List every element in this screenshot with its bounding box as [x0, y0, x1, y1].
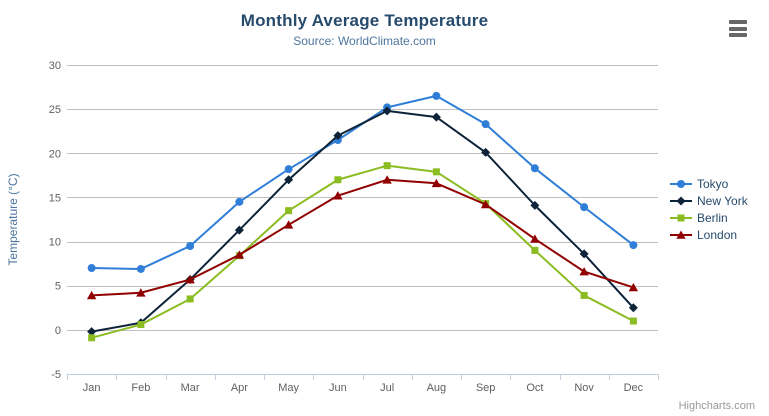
series-point-new-york[interactable] — [234, 225, 244, 235]
x-axis-label: Oct — [526, 382, 543, 394]
series-point-new-york[interactable] — [628, 303, 638, 313]
series-point-new-york[interactable] — [333, 131, 343, 141]
series-point-new-york[interactable] — [382, 106, 392, 116]
series-point-london[interactable] — [136, 288, 146, 297]
series-point-london[interactable] — [530, 234, 540, 243]
series-point-london[interactable] — [431, 178, 442, 188]
series-point-london[interactable] — [185, 275, 195, 284]
y-axis-title: Temperature (°C) — [6, 173, 20, 265]
x-axis-label: Apr — [231, 382, 248, 394]
y-axis-label: 25 — [49, 104, 61, 116]
y-axis-label: 15 — [49, 192, 61, 204]
series-point-tokyo[interactable] — [284, 165, 293, 174]
series-point-new-york[interactable] — [579, 249, 589, 259]
tokyo-legend-marker-icon — [670, 180, 692, 188]
london-legend-marker-icon[interactable] — [676, 230, 686, 239]
series-point-tokyo[interactable] — [186, 241, 195, 250]
new-york-legend-marker-icon[interactable] — [676, 196, 686, 206]
series-point-tokyo[interactable] — [432, 91, 441, 100]
series-london — [86, 175, 639, 300]
legend-label: Tokyo — [697, 177, 729, 191]
x-axis-label: Nov — [574, 382, 594, 394]
x-axis-label: May — [278, 382, 299, 394]
series-point-london[interactable] — [333, 191, 343, 200]
series-point-berlin[interactable] — [629, 317, 637, 325]
series-point-berlin[interactable] — [186, 295, 194, 303]
export-menu-button[interactable] — [729, 20, 749, 37]
series-tokyo — [87, 91, 638, 273]
y-axis-label: 10 — [49, 237, 61, 249]
series-point-london[interactable] — [234, 250, 245, 259]
series-line-berlin — [90, 164, 635, 339]
series-point-tokyo[interactable] — [87, 264, 96, 273]
legend-item-london[interactable]: London — [670, 227, 748, 243]
legend-item-new-york[interactable]: New York — [670, 193, 748, 209]
series-point-london[interactable] — [579, 267, 589, 276]
series-point-tokyo[interactable] — [580, 203, 589, 212]
chart-title: Monthly Average Temperature — [240, 11, 489, 30]
x-axis-label: Jul — [380, 382, 394, 394]
series-point-tokyo[interactable] — [235, 197, 244, 206]
credits-link[interactable]: Highcharts.com — [678, 400, 755, 412]
series-point-new-york[interactable] — [530, 200, 540, 210]
series-line-new-york — [90, 109, 635, 333]
series-point-new-york[interactable] — [481, 147, 491, 157]
legend-item-berlin[interactable]: Berlin — [670, 210, 748, 226]
legend-item-tokyo[interactable]: Tokyo — [670, 176, 748, 192]
y-axis-label: 20 — [49, 148, 61, 160]
x-axis-label: Jan — [83, 382, 101, 394]
legend-label: Berlin — [697, 211, 728, 225]
x-axis-label: Dec — [624, 382, 644, 394]
series-line-london — [90, 178, 635, 297]
hamburger-menu-icon — [729, 33, 747, 37]
berlin-legend-marker-icon[interactable] — [677, 214, 685, 222]
series-new-york — [87, 106, 638, 337]
series-point-tokyo[interactable] — [136, 264, 145, 273]
x-axis-label: Aug — [427, 382, 447, 394]
london-legend-marker-icon — [670, 230, 692, 239]
series-point-berlin[interactable] — [88, 334, 96, 342]
series-point-new-york[interactable] — [431, 112, 441, 122]
legend-label: New York — [697, 194, 748, 208]
series-point-berlin[interactable] — [531, 246, 539, 254]
series-point-london[interactable] — [86, 290, 97, 300]
series-point-berlin[interactable] — [334, 176, 342, 184]
y-axis-label: 5 — [55, 281, 61, 293]
series-point-berlin[interactable] — [432, 168, 440, 176]
series-point-berlin[interactable] — [383, 162, 391, 170]
x-axis-label: Jun — [329, 382, 347, 394]
x-axis-label: Sep — [476, 382, 496, 394]
berlin-legend-marker-icon — [670, 214, 692, 222]
series-point-london[interactable] — [628, 282, 639, 292]
series-point-london[interactable] — [382, 175, 392, 184]
series-point-london[interactable] — [283, 220, 294, 229]
chart-subtitle: Source: WorldClimate.com — [293, 34, 436, 48]
hamburger-menu-icon — [729, 20, 747, 24]
series-point-tokyo[interactable] — [629, 241, 638, 250]
x-axis-label: Feb — [131, 382, 150, 394]
y-axis-label: 30 — [49, 60, 61, 72]
series-point-london[interactable] — [480, 199, 491, 209]
x-axis-label: Mar — [181, 382, 200, 394]
legend: Tokyo New York Berlin London — [670, 176, 748, 244]
hamburger-menu-icon — [729, 26, 747, 31]
new-york-legend-marker-icon — [670, 196, 692, 206]
series-point-berlin[interactable] — [580, 291, 588, 299]
series-point-new-york[interactable] — [284, 175, 294, 185]
tokyo-legend-marker-icon[interactable] — [677, 180, 685, 188]
series-point-tokyo[interactable] — [530, 164, 539, 173]
series-point-berlin[interactable] — [285, 207, 293, 215]
series-point-tokyo[interactable] — [481, 120, 490, 129]
legend-label: London — [697, 228, 738, 242]
y-axis-label: 0 — [55, 325, 61, 337]
series-point-berlin[interactable] — [137, 321, 145, 329]
y-axis-label: -5 — [51, 369, 61, 381]
series-point-new-york[interactable] — [87, 327, 97, 337]
